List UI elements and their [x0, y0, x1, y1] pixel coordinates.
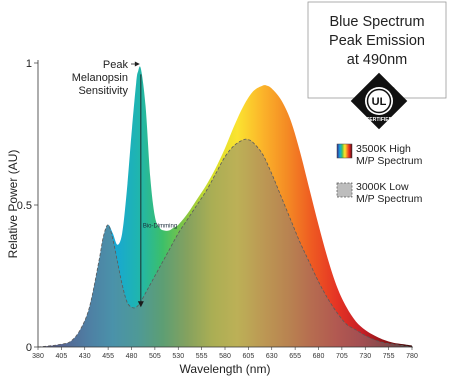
x-tick-label-430: 430: [79, 353, 91, 360]
x-tick-label-480: 480: [126, 353, 138, 360]
plot-area: [37, 66, 413, 348]
callout-line2: Peak Emission: [329, 33, 425, 49]
peak-annotation: Peak Melanopsin Sensitivity: [72, 59, 140, 97]
x-tick-label-705: 705: [336, 353, 348, 360]
x-tick-label-780: 780: [406, 353, 418, 360]
legend: 3500K High M/P Spectrum 3000K Low M/P Sp…: [336, 143, 423, 205]
peak-label-line1: Peak: [103, 59, 129, 71]
legend-swatch-3500k-high: [336, 143, 353, 159]
y-axis: 0 0.5 1 Relative Power (AU): [6, 58, 39, 354]
peak-label-line3: Sensitivity: [78, 85, 128, 97]
x-tick-label-505: 505: [149, 353, 161, 360]
y-tick-label-1: 1: [26, 58, 32, 70]
x-axis-label: Wavelength (nm): [180, 362, 271, 376]
y-tick-label-0.5: 0.5: [17, 200, 32, 212]
peak-label-line2: Melanopsin: [72, 72, 128, 84]
series-area-3000k-low: [38, 139, 412, 347]
bio-dimming-label: Bio-Dimming: [143, 224, 177, 230]
ul-logo-letters: UL: [372, 96, 387, 108]
x-tick-label-605: 605: [243, 353, 255, 360]
legend-label-high-line2: M/P Spectrum: [356, 155, 423, 167]
x-tick-label-680: 680: [313, 353, 325, 360]
callout-line3: at 490nm: [347, 52, 407, 68]
bio-dimming-annotation: Bio-Dimming: [137, 74, 177, 308]
legend-swatch-3000k-low: [336, 182, 353, 198]
callout-line1: Blue Spectrum: [329, 14, 424, 30]
x-tick-label-530: 530: [172, 353, 184, 360]
ul-logo-circle: [366, 88, 392, 114]
legend-label-low-line2: M/P Spectrum: [356, 193, 423, 205]
y-tick-label-0: 0: [26, 342, 32, 354]
x-tick-label-630: 630: [266, 353, 278, 360]
bio-dimming-arrowhead: [137, 301, 144, 308]
legend-label-high-line1: 3500K High: [356, 143, 411, 155]
x-tick-label-580: 580: [219, 353, 231, 360]
x-tick-label-455: 455: [102, 353, 114, 360]
x-tick-label-405: 405: [56, 353, 68, 360]
x-tick-label-380: 380: [32, 353, 44, 360]
series-line-3000k-low: [37, 138, 413, 348]
x-tick-label-655: 655: [289, 353, 301, 360]
ul-registered-mark: ®: [391, 86, 395, 93]
y-axis-label: Relative Power (AU): [6, 150, 20, 259]
peak-pointer-arrowhead: [134, 61, 140, 67]
ul-logo-ring-text: CERTIFIED: [366, 117, 393, 123]
x-axis: 380 405 430 455 480 505 530 555 580 605 630 655 680 7…: [32, 346, 418, 376]
legend-label-low-line1: 3000K Low: [356, 181, 409, 193]
x-tick-label-730: 730: [359, 353, 371, 360]
x-tick-label-555: 555: [196, 353, 208, 360]
x-tick-label-755: 755: [383, 353, 395, 360]
